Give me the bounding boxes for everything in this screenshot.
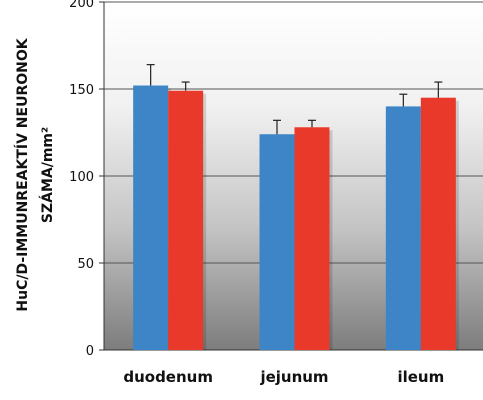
y-tick-label-0: 0: [86, 344, 94, 359]
y-axis-label: HuC/D-IMMUNREAKTÍV NEURONOK SZÁMA/mm²: [14, 37, 56, 311]
x-axis-category-labels: duodenum jejunum ileum: [123, 368, 444, 386]
y-tick-label-100: 100: [69, 170, 94, 185]
x-category-label-ileum: ileum: [397, 368, 444, 386]
x-category-label-jejunum: jejunum: [259, 368, 328, 386]
y-axis-label-line-2: SZÁMA/mm²: [39, 127, 56, 223]
y-tick-label-150: 150: [69, 83, 94, 98]
bar-duodenum-s1: [133, 85, 169, 351]
y-axis-label-line-1: HuC/D-IMMUNREAKTÍV NEURONOK: [14, 37, 31, 311]
bar-ileum-s1: [385, 106, 421, 351]
bar-duodenum-s2: [168, 90, 204, 351]
y-tick-label-50: 50: [77, 257, 94, 272]
bar-ileum-s2: [420, 97, 456, 350]
y-tick-label-200: 200: [69, 0, 94, 11]
bar-jejunum-s1: [259, 134, 295, 350]
bar-jejunum-s2: [294, 127, 330, 350]
x-category-label-duodenum: duodenum: [123, 368, 213, 386]
y-axis-ticks: 0 50 100 150 200: [69, 0, 104, 359]
bars-group: [133, 85, 459, 351]
error-bars-group: [146, 64, 443, 135]
